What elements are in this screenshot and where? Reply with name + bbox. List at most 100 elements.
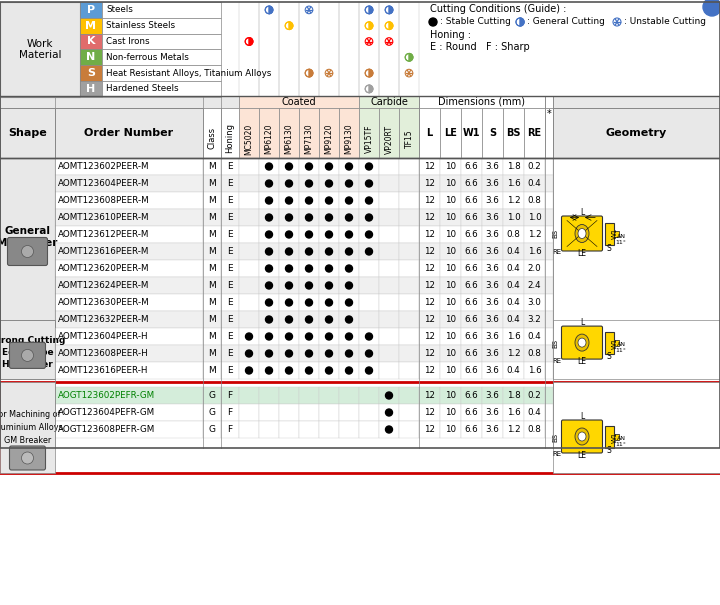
Text: MP6130: MP6130 [284,123,294,154]
Bar [299,192,319,209]
Bar [379,260,399,277]
Bar [419,277,440,294]
Circle shape [325,333,333,340]
Circle shape [346,367,353,374]
Bar [203,175,221,192]
Bar [503,362,524,379]
Text: VP15TF: VP15TF [364,125,374,153]
Bar [339,421,359,438]
Bar [239,2,259,97]
Text: TF15: TF15 [405,129,413,148]
Ellipse shape [578,229,586,238]
Bar [299,209,319,226]
Bar [221,328,239,345]
Bar [419,175,440,192]
Bar [399,328,419,345]
Text: 0.4: 0.4 [528,332,541,341]
Bar [379,404,399,421]
Bar [339,158,359,175]
Bar [440,260,461,277]
Bar [379,175,399,192]
Text: S: S [87,68,95,78]
Bar [221,209,239,226]
Text: : Stable Cutting: : Stable Cutting [440,18,511,27]
Bar [461,175,482,192]
Polygon shape [369,22,373,30]
Circle shape [305,6,312,14]
Text: S: S [489,128,496,138]
Bar [299,277,319,294]
Bar [461,328,482,345]
Bar [379,209,399,226]
Text: 12: 12 [424,391,435,400]
Text: M Breaker: M Breaker [0,238,58,248]
Circle shape [346,180,353,187]
Bar [545,175,553,192]
Bar [239,226,259,243]
Bar [545,226,553,243]
Bar [259,277,279,294]
Bar [319,362,339,379]
Text: 12: 12 [424,298,435,307]
Bar [440,404,461,421]
Text: Dimensions (mm): Dimensions (mm) [438,97,526,107]
Text: M: M [208,230,216,239]
Bar [221,277,239,294]
Circle shape [325,282,333,289]
Bar [379,2,399,97]
Bar [55,345,203,362]
Bar [482,260,503,277]
Bar [461,260,482,277]
Bar [0,2,80,97]
Text: AOMT123604PEER-H: AOMT123604PEER-H [58,332,148,341]
Bar [55,311,203,328]
Text: E: E [228,196,233,205]
Bar [299,243,319,260]
Text: 1.0: 1.0 [507,213,521,222]
Bar [461,209,482,226]
Bar [419,404,440,421]
Bar [399,2,419,97]
Circle shape [266,214,272,221]
Bar [55,175,203,192]
Bar [545,387,553,404]
Bar [239,175,259,192]
Bar [379,421,399,438]
Bar [482,192,503,209]
Bar [299,2,319,97]
Bar [379,345,399,362]
Bar [319,158,339,175]
Bar [359,226,379,243]
Text: 6.6: 6.6 [464,281,478,290]
Bar [221,260,239,277]
Bar [259,209,279,226]
Text: RE: RE [528,128,541,138]
Text: P: P [87,5,95,15]
Circle shape [286,265,292,272]
Bar [359,404,379,421]
Bar [0,382,720,473]
Text: AOMT123616PEER-M: AOMT123616PEER-M [58,247,149,256]
Circle shape [346,316,353,323]
Bar [524,311,545,328]
Bar [545,96,553,108]
Bar [259,226,279,243]
Text: L: L [580,208,584,217]
Text: S: S [607,446,611,455]
Bar [55,421,203,438]
Bar [545,243,553,260]
Circle shape [305,231,312,238]
Circle shape [365,6,373,14]
Polygon shape [369,6,373,14]
Text: 6.6: 6.6 [464,162,478,171]
Bar [524,108,545,158]
Bar [399,404,419,421]
Text: W1: W1 [612,338,618,349]
Circle shape [325,214,333,221]
Bar [419,345,440,362]
Bar [419,209,440,226]
Bar [55,387,203,404]
Text: 6.6: 6.6 [464,213,478,222]
Bar [279,362,299,379]
Text: 12: 12 [424,264,435,273]
